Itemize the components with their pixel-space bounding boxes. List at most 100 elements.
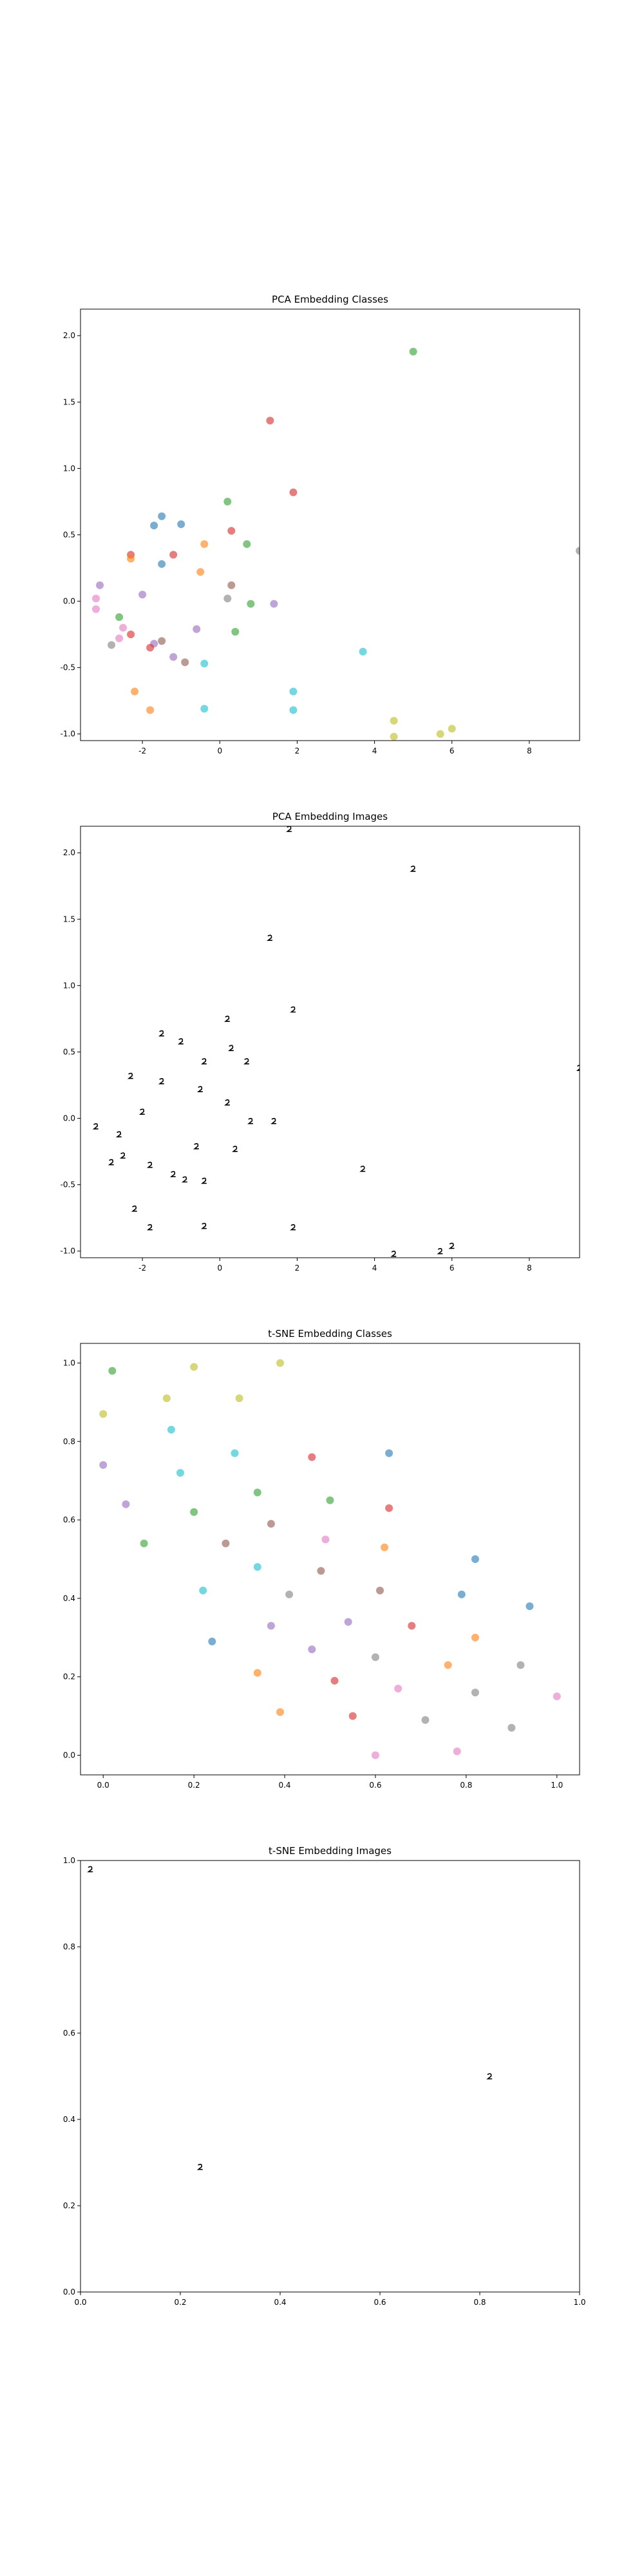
data-point: [321, 1535, 330, 1544]
y-tick-label: 2.0: [63, 848, 75, 857]
data-point: [553, 1692, 561, 1701]
digit-image-marker: [576, 1064, 580, 1072]
data-point: [253, 1488, 261, 1497]
digit-image-marker: [486, 2072, 493, 2080]
x-tick-label: 0.2: [174, 2298, 186, 2307]
tsne-images-panel: t-SNE Embedding Images 0.0 0.2 0.4 0.6 0.8 1.0…: [0, 1841, 644, 2318]
digit-image-marker: [127, 1072, 135, 1080]
tsne-classes-chart: t-SNE Embedding Classes 0.0 0.2 0.4 0.6 0.8 1.…: [63, 1328, 580, 1790]
x-tick-label: 0.4: [278, 1781, 290, 1790]
digit-image-marker: [270, 1117, 278, 1125]
data-point: [92, 605, 100, 613]
y-tick-label: 1.0: [63, 464, 75, 473]
chart-title: PCA Embedding Images: [272, 811, 388, 822]
data-point: [516, 1661, 525, 1669]
data-point: [276, 1359, 284, 1367]
data-point: [177, 520, 185, 528]
x-tick-label: 8: [527, 746, 532, 755]
data-point: [326, 1496, 334, 1504]
data-point: [131, 687, 139, 696]
x-tick-label: 6: [450, 1264, 455, 1273]
digit-image-marker: [131, 1204, 138, 1213]
y-tick-label: 0.0: [63, 597, 75, 606]
data-point: [471, 1689, 479, 1697]
data-point: [227, 581, 236, 589]
data-point: [247, 600, 255, 608]
data-point: [243, 540, 251, 548]
digit-image-marker: [138, 1108, 146, 1116]
digit-image-marker: [169, 1170, 177, 1179]
x-tick-label: 2: [295, 1264, 300, 1273]
digit-image-marker: [286, 826, 293, 833]
data-point: [99, 1410, 108, 1418]
x-tick-label: 8: [527, 1264, 532, 1273]
data-point: [308, 1453, 316, 1461]
x-tick-label: 0: [217, 1264, 222, 1273]
data-point: [390, 717, 398, 725]
y-tick-label: 0.5: [63, 1047, 75, 1056]
digit-image-marker: [247, 1117, 254, 1125]
data-point: [190, 1508, 198, 1516]
data-point: [381, 1543, 389, 1551]
digit-image-marker: [410, 864, 417, 873]
y-tick-label: 0.0: [63, 1114, 75, 1123]
data-point: [289, 687, 298, 696]
digit-image-marker: [146, 1160, 154, 1169]
data-point: [140, 1539, 148, 1548]
data-point: [276, 1708, 284, 1716]
data-point: [222, 1539, 230, 1548]
digit-image-marker: [193, 1142, 200, 1150]
data-point: [371, 1653, 379, 1662]
digit-image-marker: [437, 1247, 444, 1255]
data-point: [270, 600, 278, 608]
data-point: [158, 637, 166, 645]
y-tick-label: 0.8: [63, 1437, 75, 1446]
y-tick-label: 0.2: [63, 2201, 75, 2210]
data-point: [376, 1586, 384, 1595]
digit-image-marker: [448, 1242, 455, 1250]
digit-image-marker: [232, 1144, 239, 1153]
data-point: [330, 1676, 339, 1685]
data-point: [162, 1394, 171, 1403]
data-point: [371, 1751, 379, 1759]
data-point: [99, 1461, 108, 1469]
x-tick-label: 1.0: [573, 2298, 585, 2307]
digit-image-marker: [146, 1223, 154, 1231]
data-point: [138, 591, 147, 599]
y-tick-label: 1.0: [63, 981, 75, 990]
x-tick-label: 0.8: [460, 1781, 472, 1790]
data-point: [92, 594, 100, 603]
x-tick-label: 0.2: [188, 1781, 200, 1790]
data-point: [176, 1469, 184, 1477]
digit-image-marker: [390, 1249, 397, 1258]
plot-area: [99, 1359, 561, 1759]
data-point: [199, 1586, 207, 1595]
y-tick-label: 0.0: [63, 2287, 75, 2297]
x-tick-label: 6: [450, 746, 455, 755]
digit-image-marker: [196, 1085, 204, 1094]
axes-frame: [80, 1860, 580, 2293]
plot-area: [92, 826, 580, 1258]
data-point: [471, 1555, 479, 1563]
data-point: [576, 547, 580, 555]
y-tick-label: 0.8: [63, 1942, 75, 1951]
pca-images-chart: PCA Embedding Images -2 0 2 4 6 8 -1.0 -0.5 0.0 0.…: [61, 811, 580, 1273]
x-tick-label: 0.8: [473, 2298, 486, 2307]
data-point: [150, 522, 158, 530]
tsne-images-chart: t-SNE Embedding Images 0.0 0.2 0.4 0.6 0.8 1.0…: [63, 1845, 586, 2307]
plot-area: [92, 347, 580, 741]
x-tick-label: -2: [138, 1264, 146, 1273]
data-point: [408, 1622, 416, 1630]
chart-title: PCA Embedding Classes: [272, 294, 388, 305]
y-tick-label: -1.0: [61, 730, 75, 739]
data-point: [453, 1747, 461, 1756]
digit-image-marker: [200, 1177, 208, 1185]
data-point: [457, 1590, 466, 1598]
data-point: [146, 706, 155, 714]
pca-classes-panel: PCA Embedding Classes -2 0 2 4 6 8 -1.0 -0.5 0.0 0…: [0, 290, 644, 766]
y-tick-label: 1.5: [63, 397, 75, 406]
data-point: [208, 1637, 216, 1645]
data-point: [507, 1723, 516, 1732]
x-tick-label: 1.0: [551, 1781, 563, 1790]
data-point: [308, 1645, 316, 1654]
